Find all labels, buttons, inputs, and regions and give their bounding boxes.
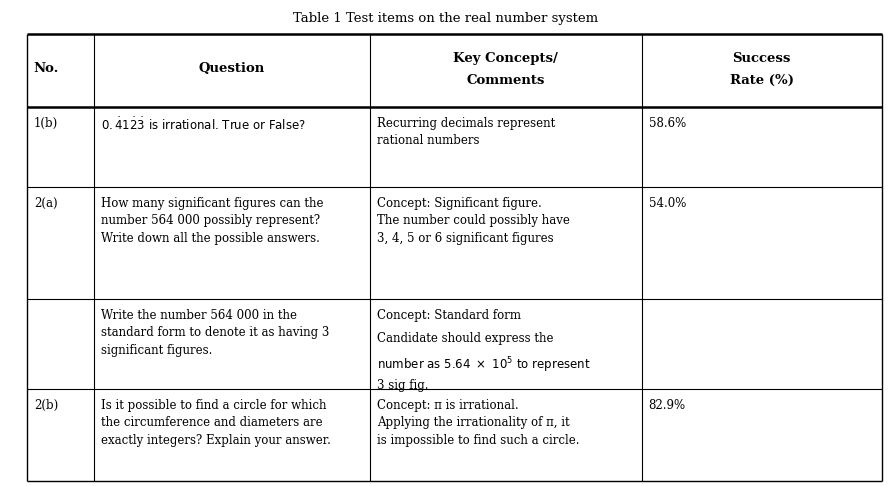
Text: Concept: π is irrational.
Applying the irrationality of π, it
is impossible to f: Concept: π is irrational. Applying the i… — [377, 399, 579, 447]
Text: Is it possible to find a circle for which
the circumference and diameters are
ex: Is it possible to find a circle for whic… — [101, 399, 331, 447]
Text: Comments: Comments — [467, 74, 544, 87]
Text: Candidate should express the: Candidate should express the — [377, 332, 553, 345]
Text: Concept: Significant figure.
The number could possibly have
3, 4, 5 or 6 signifi: Concept: Significant figure. The number … — [377, 197, 569, 245]
Text: How many significant figures can the
number 564 000 possibly represent?
Write do: How many significant figures can the num… — [101, 197, 323, 245]
Text: Table 1 Test items on the real number system: Table 1 Test items on the real number sy… — [293, 12, 598, 25]
Text: Question: Question — [199, 62, 265, 74]
Text: 1(b): 1(b) — [34, 117, 58, 130]
Text: No.: No. — [34, 62, 59, 74]
Text: 54.0%: 54.0% — [649, 197, 686, 210]
Text: 82.9%: 82.9% — [649, 399, 686, 412]
Text: Write the number 564 000 in the
standard form to denote it as having 3
significa: Write the number 564 000 in the standard… — [101, 309, 329, 357]
Text: number as $5.64\ \times\ 10^5$ to represent: number as $5.64\ \times\ 10^5$ to repres… — [377, 355, 591, 375]
Text: 58.6%: 58.6% — [649, 117, 686, 130]
Text: 2(a): 2(a) — [34, 197, 58, 210]
Text: Rate (%): Rate (%) — [730, 74, 794, 87]
Text: Concept: Standard form: Concept: Standard form — [377, 309, 521, 322]
Text: 3 sig fig.: 3 sig fig. — [377, 379, 429, 392]
Text: Key Concepts/: Key Concepts/ — [454, 52, 558, 65]
Text: Recurring decimals represent
rational numbers: Recurring decimals represent rational nu… — [377, 117, 555, 147]
Text: $0.\dot{4}1\dot{2}\dot{3}$ is irrational. True or False?: $0.\dot{4}1\dot{2}\dot{3}$ is irrational… — [101, 117, 306, 133]
Text: 2(b): 2(b) — [34, 399, 58, 412]
Text: Success: Success — [732, 52, 791, 65]
